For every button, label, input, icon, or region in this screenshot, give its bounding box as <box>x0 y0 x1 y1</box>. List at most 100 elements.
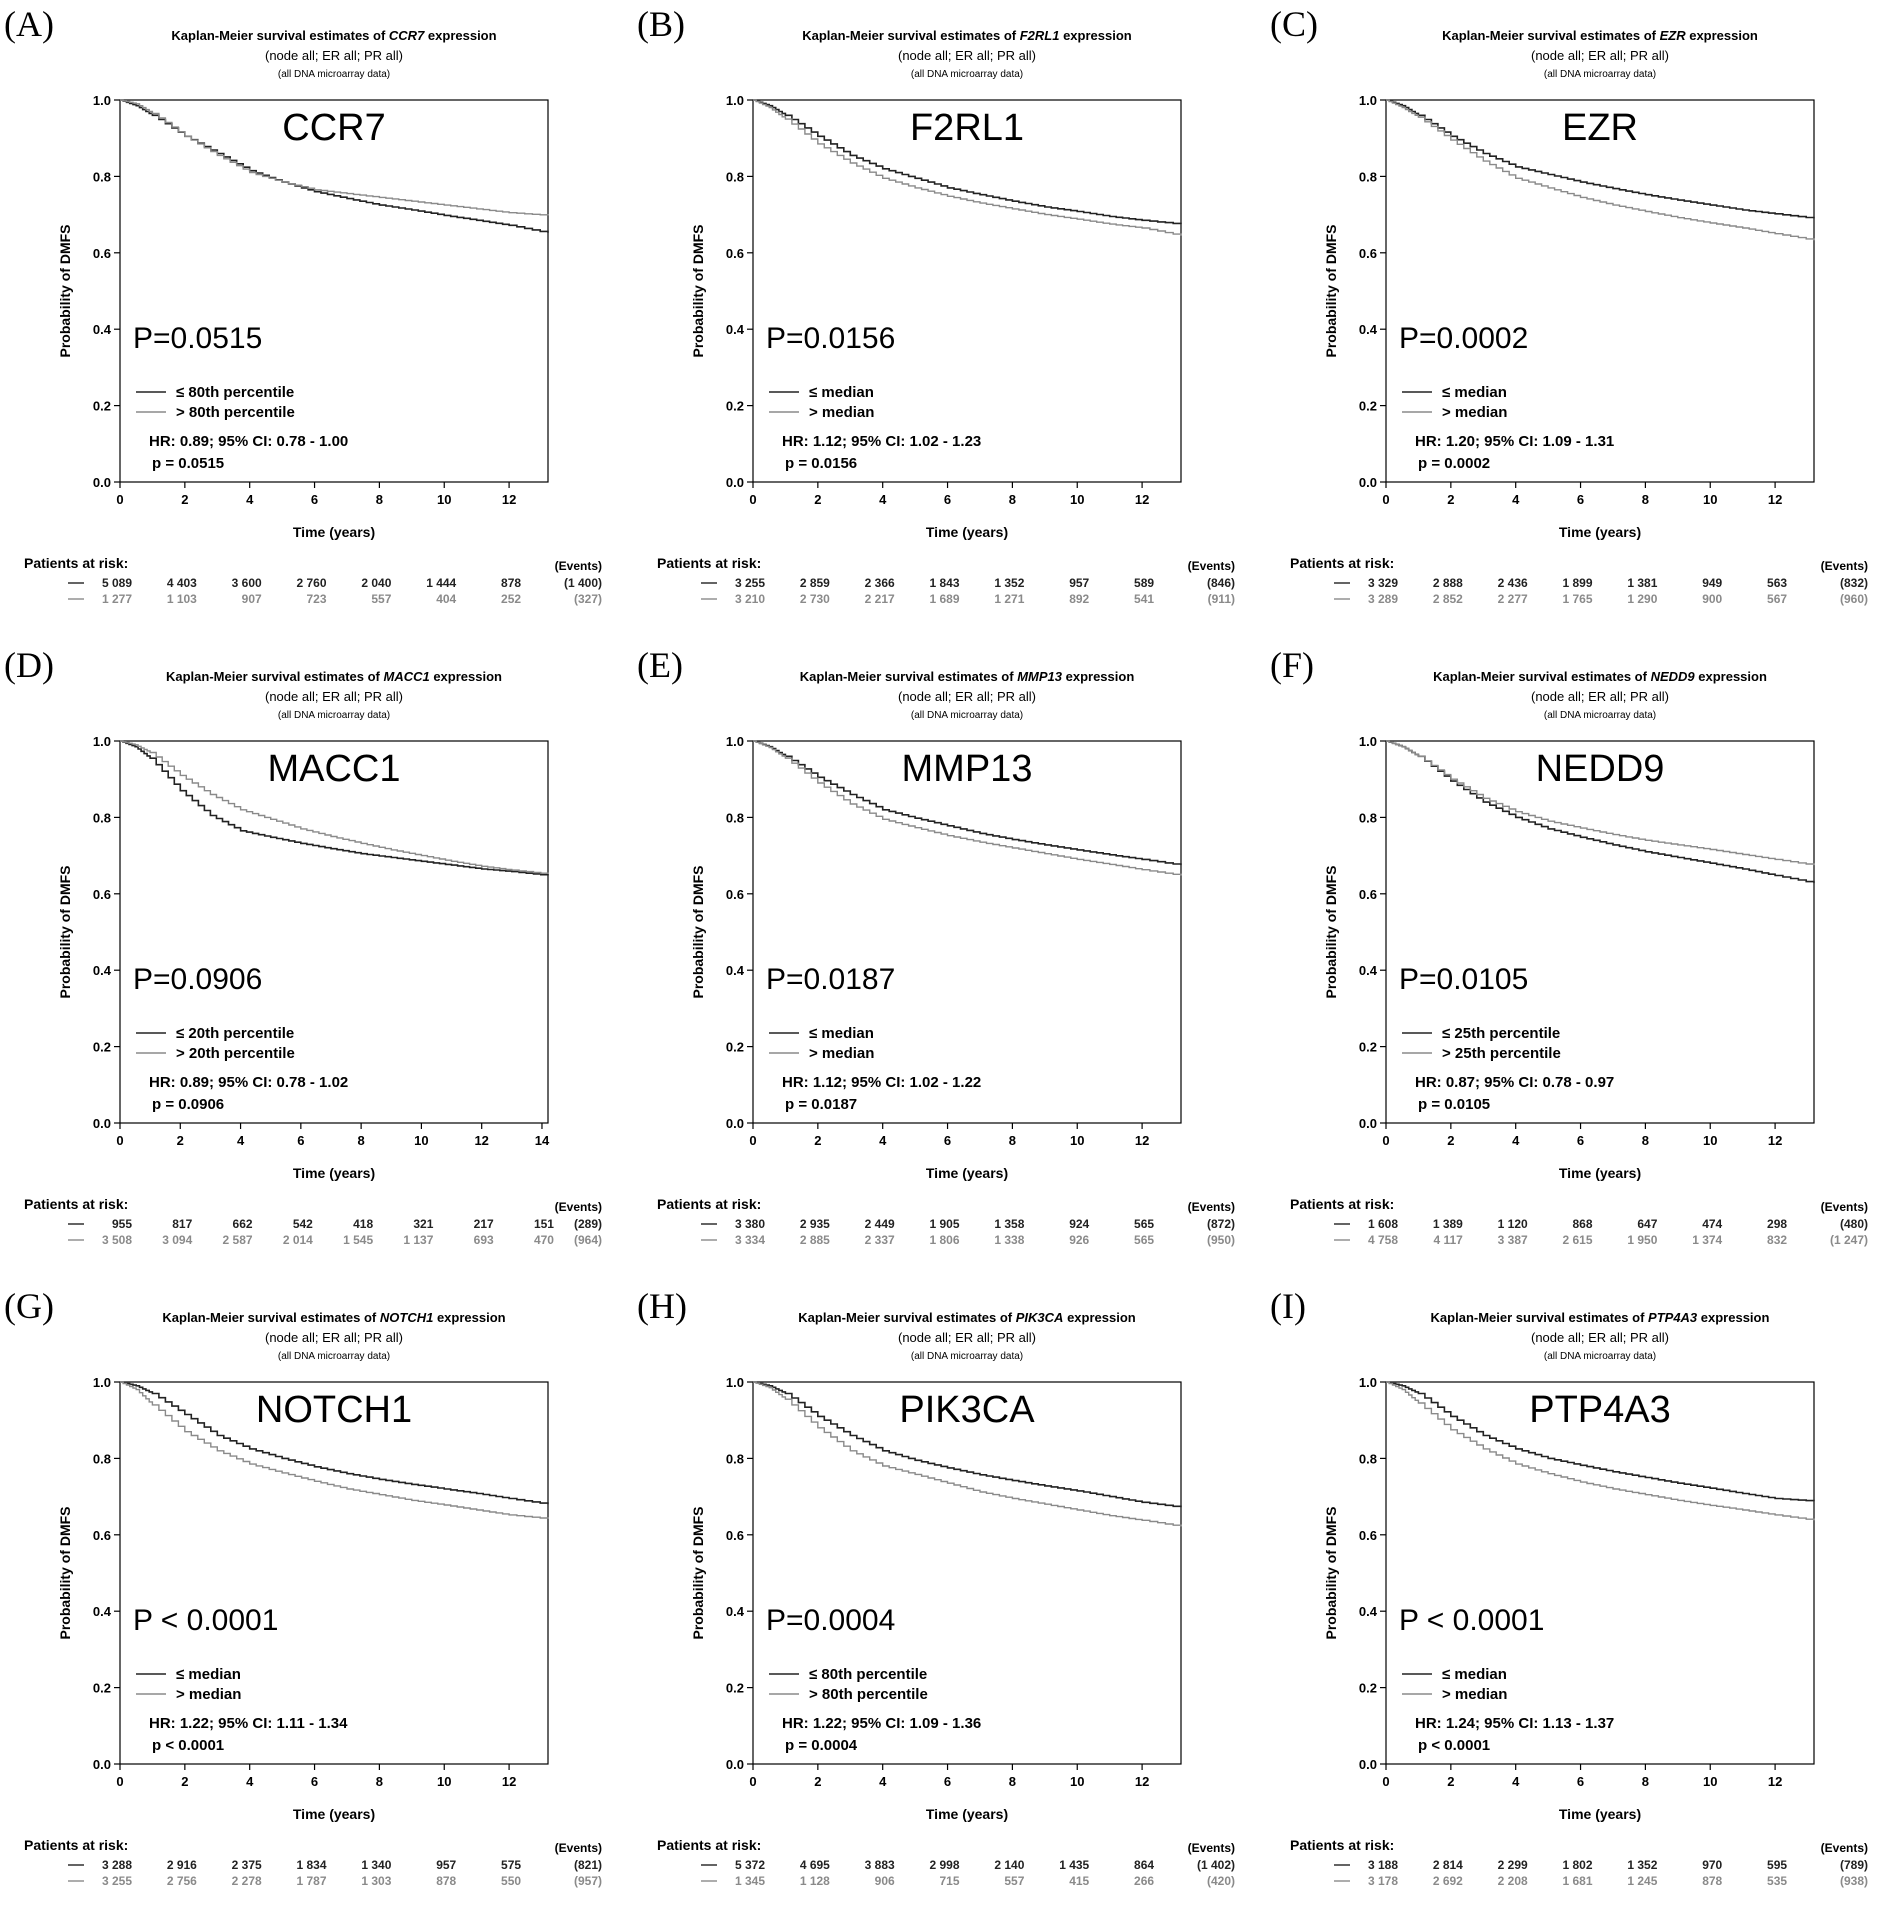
risk-cell: 2 756 <box>167 1874 197 1888</box>
x-tick-label: 12 <box>474 1133 488 1148</box>
risk-events-header: (Events) <box>1821 1841 1868 1855</box>
risk-cell: 2 337 <box>865 1233 895 1247</box>
p-value-text: p = 0.0515 <box>152 455 224 472</box>
p-value-text: p = 0.0156 <box>785 455 857 472</box>
x-axis-label: Time (years) <box>293 524 375 540</box>
y-axis-label: Probability of DMFS <box>57 1507 73 1640</box>
chart-title-suffix: expression <box>1063 1310 1135 1325</box>
y-tick-label: 0.6 <box>726 1528 744 1543</box>
legend-label-low: ≤ median <box>176 1666 241 1683</box>
risk-cell: 575 <box>501 1858 521 1872</box>
x-tick-label: 10 <box>1070 1774 1084 1789</box>
chart-title-gene: MACC1 <box>383 669 429 684</box>
x-tick-label: 4 <box>1512 492 1520 507</box>
chart-title-prefix: Kaplan-Meier survival estimates of <box>800 669 1017 684</box>
p-value-large: P=0.0156 <box>766 322 895 355</box>
hazard-ratio-text: HR: 0.89; 95% CI: 0.78 - 1.00 <box>149 433 348 450</box>
curve-high-expression <box>1386 99 1815 241</box>
risk-events-cell: (957) <box>574 1874 602 1888</box>
y-tick-label: 0.4 <box>726 1604 745 1619</box>
x-tick-label: 10 <box>437 492 451 507</box>
risk-cell: 1 545 <box>343 1233 373 1247</box>
chart-subtitle-2: (all DNA microarray data) <box>278 69 390 80</box>
km-chart: (F) Kaplan-Meier survival estimates of NE… <box>1270 645 1868 1247</box>
x-tick-label: 10 <box>1070 492 1084 507</box>
chart-title-gene: CCR7 <box>389 28 425 43</box>
risk-cell: 864 <box>1134 1858 1154 1872</box>
chart-subtitle: (node all; ER all; PR all) <box>898 689 1036 704</box>
chart-subtitle: (node all; ER all; PR all) <box>265 689 403 704</box>
risk-cell: 2 888 <box>1433 576 1463 590</box>
y-tick-label: 0.6 <box>726 887 744 902</box>
gene-label: MMP13 <box>902 748 1033 790</box>
risk-cell: 5 372 <box>735 1858 765 1872</box>
risk-cell: 470 <box>534 1233 554 1247</box>
x-tick-label: 8 <box>1009 1774 1016 1789</box>
risk-cell: 2 366 <box>865 576 895 590</box>
risk-cell: 1 834 <box>297 1858 327 1872</box>
y-axis-label: Probability of DMFS <box>57 866 73 999</box>
risk-events-header: (Events) <box>1188 559 1235 573</box>
y-tick-label: 0.0 <box>93 1116 111 1131</box>
risk-cell: 1 681 <box>1563 1874 1593 1888</box>
risk-cell: 2 730 <box>800 592 830 606</box>
panel-label: (D) <box>4 645 54 685</box>
y-tick-label: 1.0 <box>726 93 744 108</box>
y-tick-label: 0.0 <box>1359 475 1377 490</box>
x-tick-label: 6 <box>944 1133 951 1148</box>
x-tick-label: 4 <box>879 492 887 507</box>
y-tick-label: 0.2 <box>93 1040 111 1055</box>
risk-events-cell: (1 400) <box>564 576 602 590</box>
y-tick-label: 0.4 <box>1359 1604 1378 1619</box>
risk-cell: 3 289 <box>1368 592 1398 606</box>
y-axis-label: Probability of DMFS <box>690 866 706 999</box>
x-tick-label: 4 <box>1512 1774 1520 1789</box>
x-tick-label: 2 <box>1447 1774 1454 1789</box>
x-tick-label: 10 <box>1703 1774 1717 1789</box>
legend-label-low: ≤ 25th percentile <box>1442 1025 1560 1042</box>
legend-label-low: ≤ 20th percentile <box>176 1025 294 1042</box>
hazard-ratio-text: HR: 1.24; 95% CI: 1.13 - 1.37 <box>1415 1715 1614 1732</box>
y-tick-label: 1.0 <box>726 1375 744 1390</box>
y-tick-label: 0.4 <box>93 963 112 978</box>
curve-low-expression <box>753 740 1182 866</box>
risk-events-header: (Events) <box>555 1841 602 1855</box>
y-tick-label: 0.4 <box>93 322 112 337</box>
risk-events-cell: (789) <box>1840 1858 1868 1872</box>
x-tick-label: 6 <box>1577 1774 1584 1789</box>
chart-subtitle-2: (all DNA microarray data) <box>1544 1351 1656 1362</box>
risk-cell: 900 <box>1702 592 1722 606</box>
x-tick-label: 0 <box>749 492 756 507</box>
chart-title: Kaplan-Meier survival estimates of CCR7 … <box>171 28 496 43</box>
risk-cell: 2 436 <box>1498 576 1528 590</box>
risk-events-header: (Events) <box>555 1200 602 1214</box>
risk-cell: 957 <box>436 1858 456 1872</box>
curve-low-expression <box>120 740 549 876</box>
x-tick-label: 10 <box>1070 1133 1084 1148</box>
y-tick-label: 0.8 <box>1359 810 1377 825</box>
risk-cell: 4 117 <box>1433 1233 1463 1247</box>
risk-cell: 2 277 <box>1498 592 1528 606</box>
x-axis-label: Time (years) <box>1559 1165 1641 1181</box>
risk-cell: 2 217 <box>865 592 895 606</box>
x-axis-label: Time (years) <box>1559 524 1641 540</box>
chart-title-prefix: Kaplan-Meier survival estimates of <box>1431 1310 1648 1325</box>
x-tick-label: 8 <box>1009 1133 1016 1148</box>
risk-cell: 1 103 <box>167 592 197 606</box>
p-value-text: p = 0.0187 <box>785 1096 857 1113</box>
legend-label-low: ≤ 80th percentile <box>176 384 294 401</box>
risk-cell: 970 <box>1702 1858 1722 1872</box>
chart-title: Kaplan-Meier survival estimates of NOTCH… <box>162 1310 505 1325</box>
risk-cell: 1 905 <box>930 1217 960 1231</box>
chart-title-suffix: expression <box>1062 669 1134 684</box>
risk-cell: 217 <box>474 1217 494 1231</box>
y-axis-label: Probability of DMFS <box>690 225 706 358</box>
p-value-large: P < 0.0001 <box>133 1604 278 1637</box>
km-panel-ezr: (C) Kaplan-Meier survival estimates of EZ… <box>1266 0 1900 641</box>
chart-title-prefix: Kaplan-Meier survival estimates of <box>162 1310 379 1325</box>
risk-cell: 2 299 <box>1498 1858 1528 1872</box>
hazard-ratio-text: HR: 1.22; 95% CI: 1.11 - 1.34 <box>149 1715 348 1732</box>
chart-title: Kaplan-Meier survival estimates of PIK3C… <box>798 1310 1135 1325</box>
chart-title-gene: EZR <box>1660 28 1687 43</box>
y-tick-label: 0.8 <box>1359 1451 1377 1466</box>
